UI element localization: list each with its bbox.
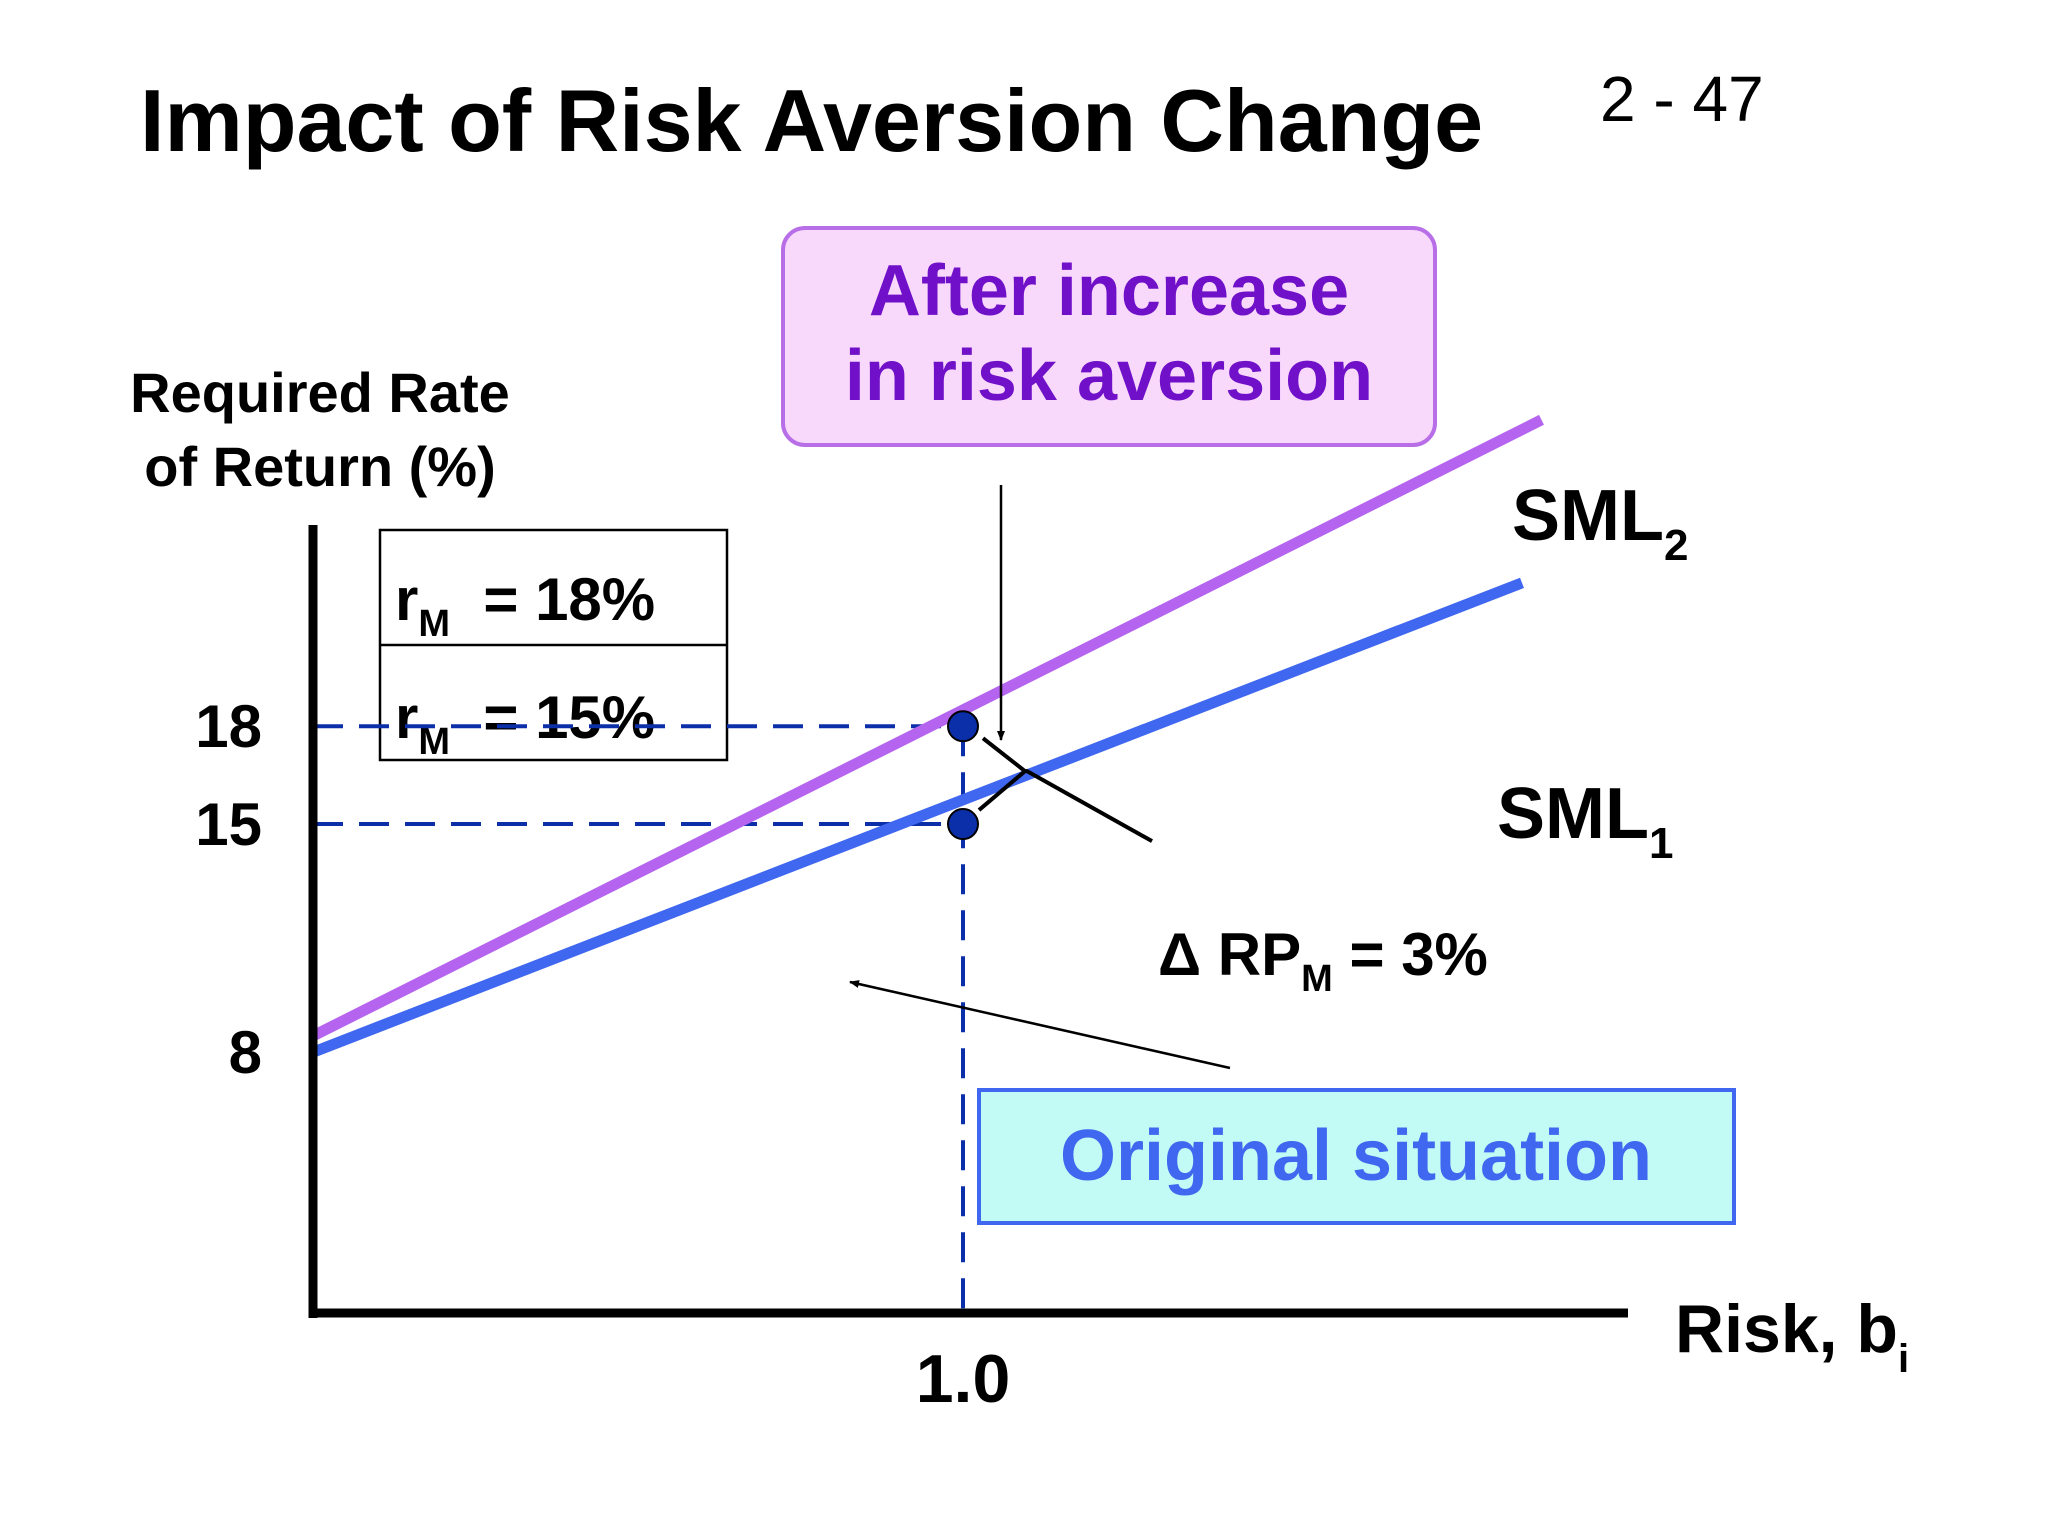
slide-number: 2 - 47 xyxy=(1600,63,1764,135)
delta-rp-bracket xyxy=(977,736,1153,843)
sml1-line xyxy=(311,577,1524,1058)
data-point-15 xyxy=(947,808,979,841)
delta-rp-label: Δ RPM = 3% xyxy=(1158,921,1488,1000)
y-axis-label-line-2: of Return (%) xyxy=(144,435,496,498)
x-tick-label-1-0: 1.0 xyxy=(916,1341,1011,1417)
sml2-line xyxy=(310,414,1544,1041)
data-point-18 xyxy=(947,710,979,743)
original-situation-arrow xyxy=(849,980,1231,1070)
legend-item-rm-18: rM = 18% xyxy=(395,566,655,645)
y-tick-label-8: 8 xyxy=(229,1019,262,1086)
sml2-label: SML2 xyxy=(1512,476,1688,570)
after-increase-text-line-2: in risk aversion xyxy=(845,336,1373,416)
sml1-label: SML1 xyxy=(1497,774,1673,868)
y-tick-label-18: 18 xyxy=(195,693,262,760)
original-situation-annotation-box xyxy=(977,1088,1736,1225)
original-situation-text: Original situation xyxy=(1060,1116,1652,1196)
y-axis-label-line-1: Required Rate xyxy=(130,361,510,424)
slide-title: Impact of Risk Aversion Change xyxy=(140,71,1484,170)
after-increase-annotation-box xyxy=(781,226,1437,447)
after-increase-text-line-1: After increase xyxy=(869,251,1349,331)
x-axis-label: Risk, bi xyxy=(1675,1291,1909,1381)
y-tick-label-15: 15 xyxy=(195,791,262,858)
